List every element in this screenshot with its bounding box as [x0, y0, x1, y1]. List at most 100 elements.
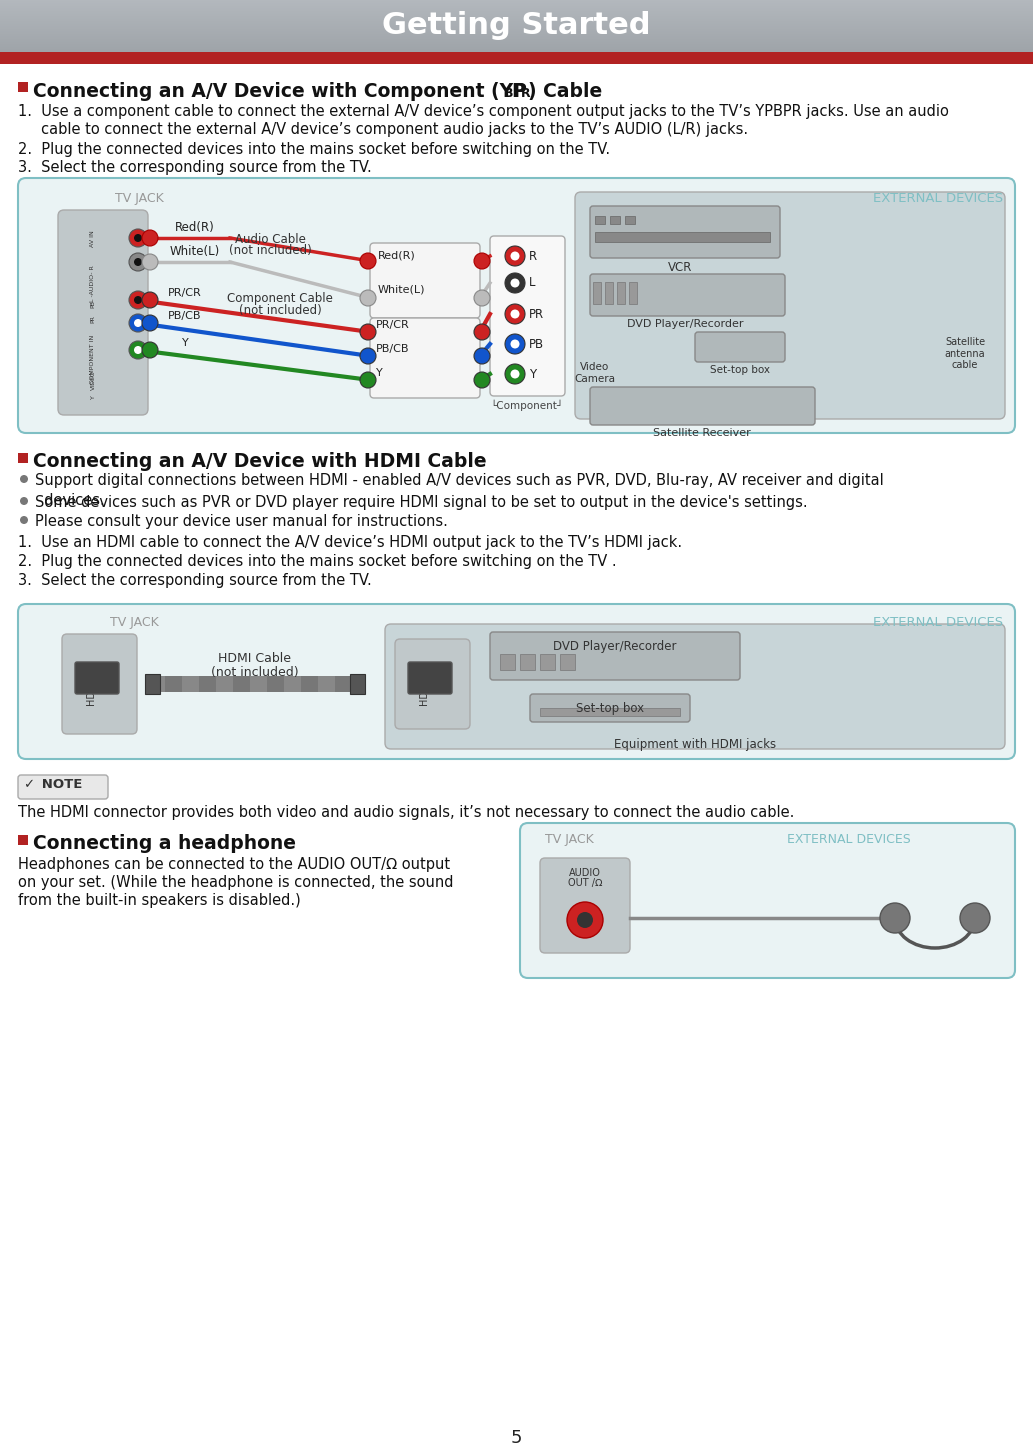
Circle shape — [510, 339, 520, 349]
FancyBboxPatch shape — [18, 603, 1015, 759]
Text: Connecting an A/V Device with HDMI Cable: Connecting an A/V Device with HDMI Cable — [33, 452, 487, 471]
Circle shape — [510, 310, 520, 318]
Circle shape — [510, 369, 520, 378]
Bar — [199, 676, 217, 692]
Circle shape — [510, 279, 520, 288]
Text: R: R — [521, 87, 531, 100]
Text: (not included): (not included) — [211, 666, 299, 679]
Text: Set-top box: Set-top box — [710, 365, 770, 375]
Circle shape — [359, 253, 376, 269]
Text: (not included): (not included) — [239, 304, 321, 317]
Text: Satellite
antenna
cable: Satellite antenna cable — [945, 337, 985, 371]
FancyBboxPatch shape — [590, 387, 815, 425]
Bar — [595, 217, 605, 224]
Bar — [145, 675, 160, 694]
Circle shape — [134, 318, 142, 327]
Text: PR/CR: PR/CR — [376, 320, 410, 330]
Circle shape — [129, 314, 147, 332]
Text: Headphones can be connected to the AUDIO OUT/Ω output: Headphones can be connected to the AUDIO… — [18, 856, 450, 872]
Circle shape — [474, 289, 490, 305]
Text: COMPONENT IN: COMPONENT IN — [91, 334, 95, 384]
Text: Y: Y — [182, 337, 188, 348]
FancyBboxPatch shape — [530, 694, 690, 723]
Text: TV JACK: TV JACK — [115, 192, 164, 205]
Circle shape — [134, 346, 142, 353]
Text: VIDEO: VIDEO — [91, 369, 95, 390]
Bar — [593, 282, 601, 304]
Text: AUDIO: AUDIO — [569, 868, 601, 878]
Text: EXTERNAL DEVICES: EXTERNAL DEVICES — [873, 616, 1003, 630]
Bar — [18, 835, 28, 845]
Text: 2.  Plug the connected devices into the mains socket before switching on the TV : 2. Plug the connected devices into the m… — [18, 554, 617, 569]
FancyBboxPatch shape — [62, 634, 137, 734]
Text: R: R — [529, 250, 537, 263]
Text: 3.  Select the corresponding source from the TV.: 3. Select the corresponding source from … — [18, 160, 372, 174]
Text: Red(R): Red(R) — [176, 221, 215, 234]
Bar — [520, 654, 535, 670]
FancyBboxPatch shape — [490, 632, 740, 680]
Circle shape — [505, 364, 525, 384]
Circle shape — [20, 475, 28, 483]
Text: ) Cable: ) Cable — [528, 81, 602, 100]
Text: PR: PR — [91, 316, 95, 323]
Circle shape — [510, 252, 520, 260]
Text: Satellite Receiver: Satellite Receiver — [653, 427, 751, 438]
Text: (not included): (not included) — [228, 244, 311, 257]
Circle shape — [20, 516, 28, 523]
Circle shape — [474, 324, 490, 340]
Text: ✓ NOTE: ✓ NOTE — [24, 778, 83, 791]
Bar — [18, 454, 28, 462]
Text: L -AUDIO- R: L -AUDIO- R — [91, 265, 95, 302]
FancyBboxPatch shape — [590, 206, 780, 257]
Circle shape — [142, 292, 158, 308]
Circle shape — [134, 297, 142, 304]
Bar — [0, 52, 1033, 64]
Text: Y: Y — [91, 395, 95, 398]
Circle shape — [880, 903, 910, 933]
Bar — [611, 217, 620, 224]
Circle shape — [129, 228, 147, 247]
Bar — [182, 676, 200, 692]
Text: Support digital connections between HDMI - enabled A/V devices such as PVR, DVD,: Support digital connections between HDMI… — [35, 473, 884, 507]
Circle shape — [474, 372, 490, 388]
Bar — [595, 233, 770, 241]
Text: DVD Player/Recorder: DVD Player/Recorder — [554, 640, 677, 653]
Text: HDMI: HDMI — [419, 679, 429, 705]
Circle shape — [129, 291, 147, 310]
Circle shape — [142, 254, 158, 270]
Circle shape — [142, 230, 158, 246]
Text: PB/CB: PB/CB — [376, 345, 409, 353]
Text: Component Cable: Component Cable — [227, 292, 333, 305]
Text: PB/CB: PB/CB — [168, 311, 201, 321]
Circle shape — [474, 348, 490, 364]
FancyBboxPatch shape — [385, 624, 1005, 749]
Bar — [301, 676, 319, 692]
FancyBboxPatch shape — [590, 273, 785, 316]
FancyBboxPatch shape — [18, 177, 1015, 433]
FancyBboxPatch shape — [695, 332, 785, 362]
Bar — [500, 654, 515, 670]
FancyBboxPatch shape — [490, 236, 565, 395]
Text: Getting Started: Getting Started — [382, 12, 651, 41]
Circle shape — [20, 497, 28, 505]
Text: L: L — [529, 276, 535, 289]
Text: 3.  Select the corresponding source from the TV.: 3. Select the corresponding source from … — [18, 573, 372, 587]
Circle shape — [505, 334, 525, 353]
Bar — [540, 708, 680, 715]
Bar — [284, 676, 302, 692]
Circle shape — [577, 912, 593, 928]
Text: Red(R): Red(R) — [378, 252, 415, 262]
Text: Y: Y — [376, 368, 383, 378]
Text: Connecting a headphone: Connecting a headphone — [33, 835, 296, 853]
FancyBboxPatch shape — [575, 192, 1005, 419]
Text: VCR: VCR — [667, 262, 692, 273]
Bar — [216, 676, 234, 692]
FancyBboxPatch shape — [58, 209, 148, 414]
Circle shape — [142, 342, 158, 358]
Bar — [318, 676, 336, 692]
Bar — [233, 676, 251, 692]
Circle shape — [142, 316, 158, 332]
Text: The HDMI connector provides both video and audio signals, it’s not necessary to : The HDMI connector provides both video a… — [18, 806, 794, 820]
Circle shape — [359, 324, 376, 340]
Text: EXTERNAL DEVICES: EXTERNAL DEVICES — [873, 192, 1003, 205]
